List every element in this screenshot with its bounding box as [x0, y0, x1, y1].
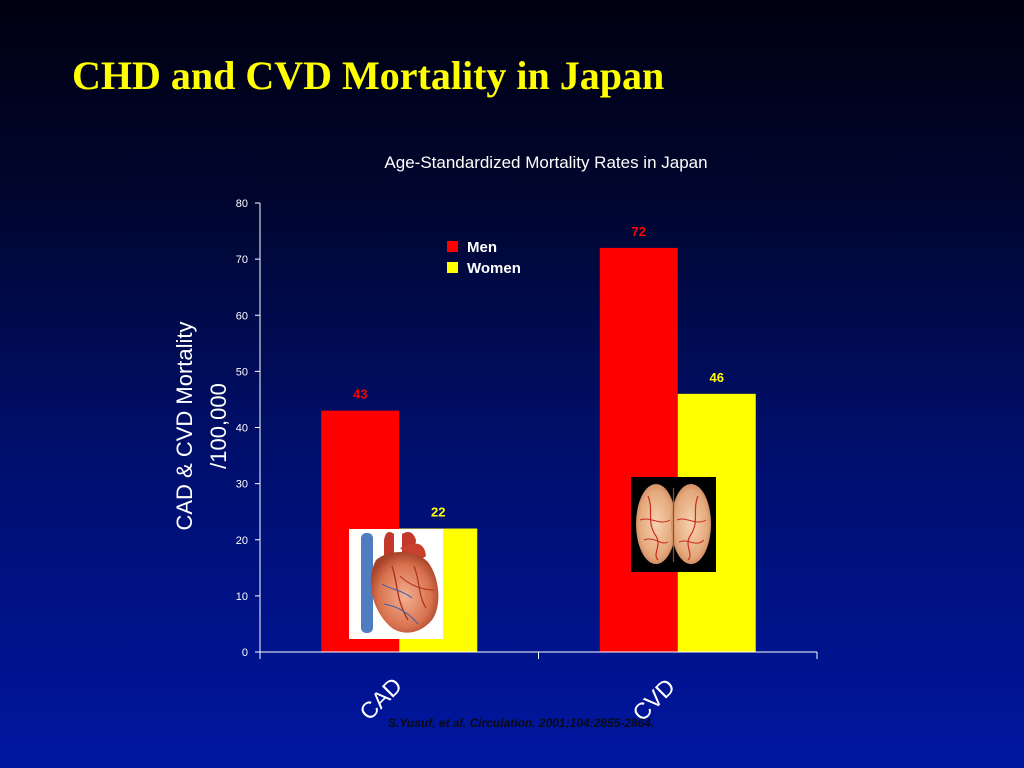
data-label-men-cad: 43	[353, 387, 367, 402]
legend: Men Women	[447, 239, 521, 277]
y-axis-label: CAD & CVD Mortality /100,000	[172, 321, 231, 530]
y-tick-label: 50	[236, 366, 248, 378]
y-tick-label: 60	[236, 310, 248, 322]
legend-label-men: Men	[467, 239, 497, 256]
bar-men-cvd	[599, 247, 678, 652]
citation: S.Yusuf, et al. Circulation. 2001;104:28…	[388, 716, 655, 730]
y-axis-label-line1: CAD & CVD Mortality	[172, 321, 197, 530]
legend-label-women: Women	[467, 260, 521, 277]
data-label-women-cad: 22	[431, 505, 445, 520]
axes: 0 10 20 30 40 50 60 70 80	[236, 198, 818, 659]
heart-illustration	[349, 529, 443, 639]
slide-title: CHD and CVD Mortality in Japan	[72, 53, 665, 98]
y-tick-label: 40	[236, 423, 248, 435]
y-tick-label: 10	[236, 591, 248, 603]
y-tick-label: 80	[236, 198, 248, 210]
legend-swatch-women	[447, 262, 458, 273]
data-label-men-cvd: 72	[632, 224, 646, 239]
y-tick-label: 70	[236, 254, 248, 266]
y-tick-label: 0	[242, 647, 248, 659]
brain-illustration	[631, 477, 716, 572]
y-axis-label-line2: /100,000	[206, 383, 231, 469]
y-tick-label: 20	[236, 535, 248, 547]
data-label-women-cvd: 46	[710, 370, 724, 385]
y-tick-label: 30	[236, 479, 248, 491]
legend-swatch-men	[447, 241, 458, 252]
chart-title: Age-Standardized Mortality Rates in Japa…	[384, 153, 707, 172]
